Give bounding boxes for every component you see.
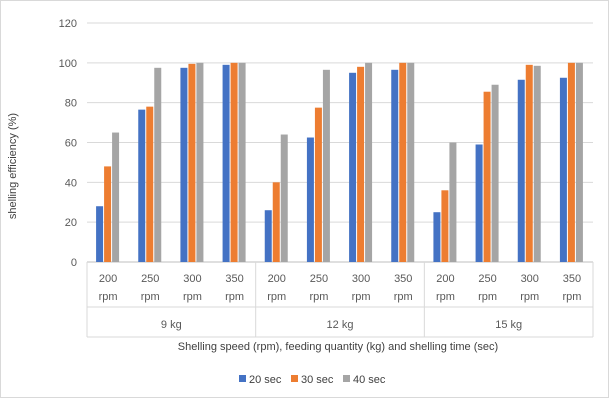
bar xyxy=(575,62,583,263)
x-tick-label: 250 rpm xyxy=(141,273,160,303)
bar xyxy=(96,206,104,262)
bar xyxy=(188,63,196,263)
gridlines xyxy=(87,22,593,263)
bar xyxy=(525,64,533,262)
x-group-label: 15 kg xyxy=(495,319,522,331)
bar xyxy=(264,210,272,262)
bar xyxy=(559,77,567,262)
bar xyxy=(391,69,399,262)
bar xyxy=(272,182,280,262)
bar xyxy=(517,79,525,262)
bar xyxy=(399,62,407,263)
y-tick-label: 0 xyxy=(71,257,77,269)
bar xyxy=(138,109,146,262)
y-tick-label: 80 xyxy=(65,98,77,110)
bar xyxy=(491,84,499,262)
legend-swatch xyxy=(343,375,350,382)
bar xyxy=(441,190,449,262)
bar xyxy=(449,142,457,262)
y-tick-label: 60 xyxy=(65,138,77,150)
x-tick-label: 350 rpm xyxy=(562,273,581,303)
x-tick-label: 350 rpm xyxy=(225,273,244,303)
x-axis-title: Shelling speed (rpm), feeding quantity (… xyxy=(178,341,498,353)
bar xyxy=(222,64,230,262)
y-axis-ticks: 0 20 40 60 80 100 120 xyxy=(59,18,77,269)
legend-label: 40 sec xyxy=(353,374,386,386)
x-axis: 200 rpm 250 rpm 300 rpm 350 rpm 9 kg 200 rpm 250 rpm… xyxy=(86,262,594,338)
x-tick-label: 250 rpm xyxy=(309,273,328,303)
bar xyxy=(280,134,288,262)
y-tick-label: 120 xyxy=(59,18,77,30)
y-axis-title: shelling efficiency (%) xyxy=(7,113,19,219)
bar xyxy=(433,212,441,262)
bar xyxy=(322,69,330,262)
bar xyxy=(196,62,204,263)
x-tick-label: 350 rpm xyxy=(394,273,413,303)
legend-swatch xyxy=(239,375,246,382)
bar xyxy=(230,62,238,263)
x-group-label: 12 kg xyxy=(327,319,354,331)
bar xyxy=(180,67,188,262)
bar xyxy=(349,72,357,263)
legend-label: 30 sec xyxy=(301,374,334,386)
x-tick-label: 300 rpm xyxy=(520,273,539,303)
y-tick-label: 100 xyxy=(59,58,77,70)
bar xyxy=(314,107,322,262)
x-tick-label: 200 rpm xyxy=(99,273,118,303)
bar xyxy=(483,91,491,263)
legend-swatch xyxy=(291,375,298,382)
bars xyxy=(96,62,583,263)
x-tick-label: 200 rpm xyxy=(267,273,286,303)
legend-label: 20 sec xyxy=(249,374,282,386)
bar xyxy=(365,62,373,263)
bar xyxy=(238,62,246,263)
x-tick-label: 250 rpm xyxy=(478,273,497,303)
bar xyxy=(104,166,112,262)
x-tick-label: 200 rpm xyxy=(436,273,455,303)
x-tick-label: 300 rpm xyxy=(183,273,202,303)
bar xyxy=(154,67,162,262)
y-tick-label: 40 xyxy=(65,177,77,189)
bar xyxy=(112,132,120,262)
legend: 20 sec 30 sec 40 sec xyxy=(239,374,386,386)
x-tick-label: 300 rpm xyxy=(352,273,371,303)
bar xyxy=(407,62,415,263)
x-group-label: 9 kg xyxy=(161,319,182,331)
bar xyxy=(533,65,541,262)
bar xyxy=(306,137,314,262)
bar xyxy=(357,66,365,262)
bar xyxy=(146,106,154,263)
y-tick-label: 20 xyxy=(65,217,77,229)
bar xyxy=(567,62,575,263)
bar xyxy=(475,144,483,262)
